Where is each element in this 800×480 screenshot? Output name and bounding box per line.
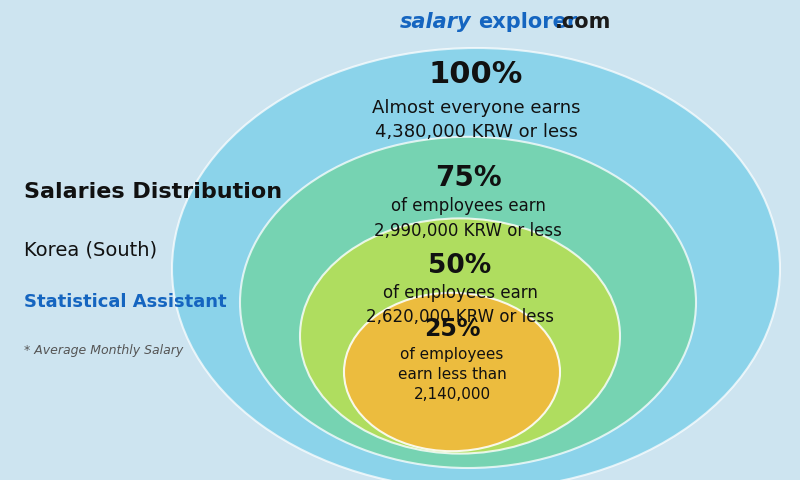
Text: 100%: 100%	[429, 60, 523, 89]
Text: 75%: 75%	[434, 164, 502, 192]
Text: * Average Monthly Salary: * Average Monthly Salary	[24, 344, 183, 357]
Ellipse shape	[172, 48, 780, 480]
Ellipse shape	[344, 293, 560, 451]
Text: of employees
earn less than
2,140,000: of employees earn less than 2,140,000	[398, 347, 506, 402]
Text: Salaries Distribution: Salaries Distribution	[24, 182, 282, 202]
Text: .com: .com	[554, 12, 610, 32]
Text: 50%: 50%	[428, 253, 492, 279]
Text: of employees earn
2,990,000 KRW or less: of employees earn 2,990,000 KRW or less	[374, 197, 562, 240]
Text: Almost everyone earns
4,380,000 KRW or less: Almost everyone earns 4,380,000 KRW or l…	[372, 99, 580, 141]
Text: Statistical Assistant: Statistical Assistant	[24, 293, 226, 312]
Text: of employees earn
2,620,000 KRW or less: of employees earn 2,620,000 KRW or less	[366, 284, 554, 326]
Text: 25%: 25%	[424, 317, 480, 341]
Text: explorer: explorer	[478, 12, 578, 32]
Text: Korea (South): Korea (South)	[24, 240, 157, 259]
Ellipse shape	[300, 218, 620, 454]
Text: salary: salary	[400, 12, 472, 32]
Ellipse shape	[240, 137, 696, 468]
